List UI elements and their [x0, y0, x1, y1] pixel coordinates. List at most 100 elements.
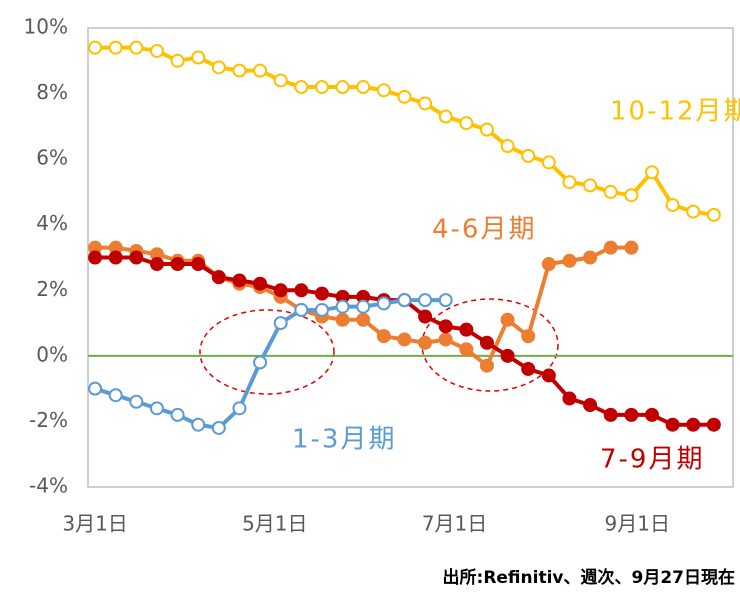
data-point	[108, 388, 123, 403]
plot-frame	[87, 27, 734, 488]
data-point	[541, 155, 556, 170]
data-point	[149, 257, 164, 272]
y-tick-label: -2%	[29, 408, 68, 432]
data-point	[624, 240, 639, 255]
data-point	[294, 80, 309, 95]
y-tick-label: 2%	[36, 277, 68, 301]
data-point	[232, 401, 247, 416]
data-point	[149, 401, 164, 416]
series-label: 4-6月期	[432, 215, 536, 245]
series-line	[94, 298, 446, 430]
data-point	[149, 43, 164, 58]
data-point	[418, 309, 433, 324]
data-point	[294, 283, 309, 298]
data-point	[706, 417, 721, 432]
data-point	[376, 296, 391, 311]
data-point	[500, 348, 515, 363]
data-point	[459, 322, 474, 337]
data-point	[273, 73, 288, 88]
data-point	[294, 302, 309, 317]
data-point	[335, 299, 350, 314]
data-point	[541, 368, 556, 383]
data-point	[129, 394, 144, 409]
y-tick-label: 0%	[36, 342, 68, 366]
x-tick-label: 9月1日	[605, 512, 670, 536]
data-point	[438, 293, 453, 308]
data-point	[232, 273, 247, 288]
data-point	[253, 276, 268, 291]
data-point	[418, 96, 433, 111]
series-label: 1-3月期	[292, 425, 396, 455]
y-tick-label: 10%	[24, 15, 68, 39]
y-tick-label: -4%	[29, 474, 68, 498]
data-point	[211, 60, 226, 75]
source-note: 出所:Refinitiv、週次、9月27日現在	[443, 567, 735, 588]
data-point	[108, 250, 123, 265]
data-point	[335, 80, 350, 95]
data-point	[356, 312, 371, 327]
data-point	[170, 257, 185, 272]
data-point	[624, 407, 639, 422]
series-label: 7-9月期	[600, 445, 704, 475]
data-point	[211, 420, 226, 435]
data-point	[253, 355, 268, 370]
data-point	[397, 332, 412, 347]
data-point	[624, 188, 639, 203]
data-point	[314, 286, 329, 301]
highlight-ellipse	[199, 309, 335, 395]
data-point	[211, 270, 226, 285]
x-tick-label: 3月1日	[62, 512, 127, 536]
data-point	[170, 53, 185, 68]
data-point	[397, 293, 412, 308]
data-point	[644, 407, 659, 422]
data-point	[108, 40, 123, 55]
data-point	[665, 417, 680, 432]
y-tick-label: 8%	[36, 80, 68, 104]
data-point	[603, 240, 618, 255]
data-point	[438, 332, 453, 347]
data-point	[356, 299, 371, 314]
data-point	[541, 257, 556, 272]
data-point	[583, 398, 598, 413]
data-point	[583, 250, 598, 265]
data-point	[314, 80, 329, 95]
data-point	[479, 358, 494, 373]
data-point	[644, 165, 659, 180]
data-point	[459, 116, 474, 131]
data-point	[88, 40, 103, 55]
data-point	[356, 80, 371, 95]
data-point	[191, 257, 206, 272]
data-point	[191, 50, 206, 65]
x-tick-label: 7月1日	[422, 512, 487, 536]
data-point	[314, 302, 329, 317]
data-point	[129, 40, 144, 55]
data-point	[562, 391, 577, 406]
data-point	[459, 342, 474, 357]
data-point	[603, 407, 618, 422]
data-point	[583, 178, 598, 193]
series-label: 10-12月期	[610, 97, 740, 127]
data-point	[191, 417, 206, 432]
data-point	[479, 335, 494, 350]
data-point	[273, 316, 288, 331]
data-point	[686, 204, 701, 219]
series-line	[95, 45, 715, 217]
data-point	[706, 207, 721, 222]
data-point	[376, 83, 391, 98]
data-point	[479, 122, 494, 137]
data-point	[170, 407, 185, 422]
data-point	[88, 250, 103, 265]
data-point	[253, 63, 268, 78]
x-tick-label: 5月1日	[242, 512, 307, 536]
data-point	[521, 148, 536, 163]
data-point	[273, 283, 288, 298]
data-point	[521, 361, 536, 376]
data-point	[397, 89, 412, 104]
data-point	[232, 63, 247, 78]
data-point	[335, 312, 350, 327]
y-tick-label: 4%	[36, 211, 68, 235]
data-point	[562, 253, 577, 268]
data-point	[500, 139, 515, 154]
data-point	[88, 381, 103, 396]
